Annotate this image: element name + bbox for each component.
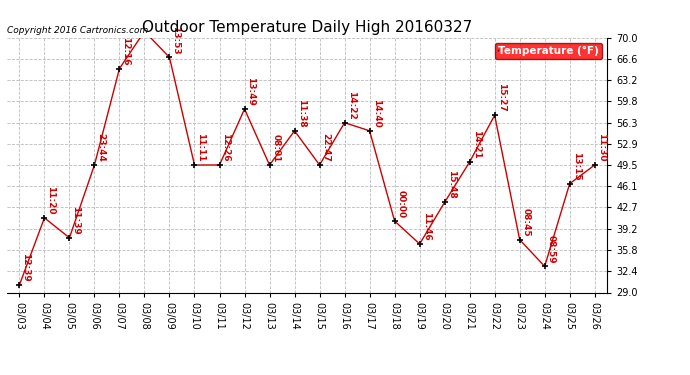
Text: 14:21: 14:21	[472, 130, 481, 159]
Text: 13:53: 13:53	[172, 26, 181, 54]
Text: 14:22: 14:22	[346, 91, 355, 120]
Text: 00:00: 00:00	[397, 190, 406, 218]
Text: 14:12: 14:12	[0, 374, 1, 375]
Text: 12:16: 12:16	[121, 37, 130, 66]
Text: 15:27: 15:27	[497, 83, 506, 112]
Text: 13:49: 13:49	[246, 77, 255, 106]
Text: 11:20: 11:20	[46, 186, 55, 215]
Text: 08:45: 08:45	[522, 208, 531, 237]
Text: 11:39: 11:39	[72, 206, 81, 235]
Text: Copyright 2016 Cartronics.com: Copyright 2016 Cartronics.com	[7, 26, 148, 35]
Text: 12:26: 12:26	[221, 133, 230, 162]
Text: 15:48: 15:48	[446, 171, 455, 199]
Text: 11:46: 11:46	[422, 212, 431, 241]
Text: 11:11: 11:11	[197, 133, 206, 162]
Legend: Temperature (°F): Temperature (°F)	[495, 43, 602, 59]
Title: Outdoor Temperature Daily High 20160327: Outdoor Temperature Daily High 20160327	[142, 20, 472, 35]
Text: 23:44: 23:44	[97, 133, 106, 162]
Text: 12:39: 12:39	[21, 253, 30, 282]
Text: 08:01: 08:01	[272, 134, 281, 162]
Text: 11:38: 11:38	[297, 99, 306, 128]
Text: 22:47: 22:47	[322, 133, 331, 162]
Text: 11:30: 11:30	[597, 134, 606, 162]
Text: 08:59: 08:59	[546, 235, 555, 263]
Text: 14:40: 14:40	[372, 99, 381, 128]
Text: 13:15: 13:15	[572, 152, 581, 180]
